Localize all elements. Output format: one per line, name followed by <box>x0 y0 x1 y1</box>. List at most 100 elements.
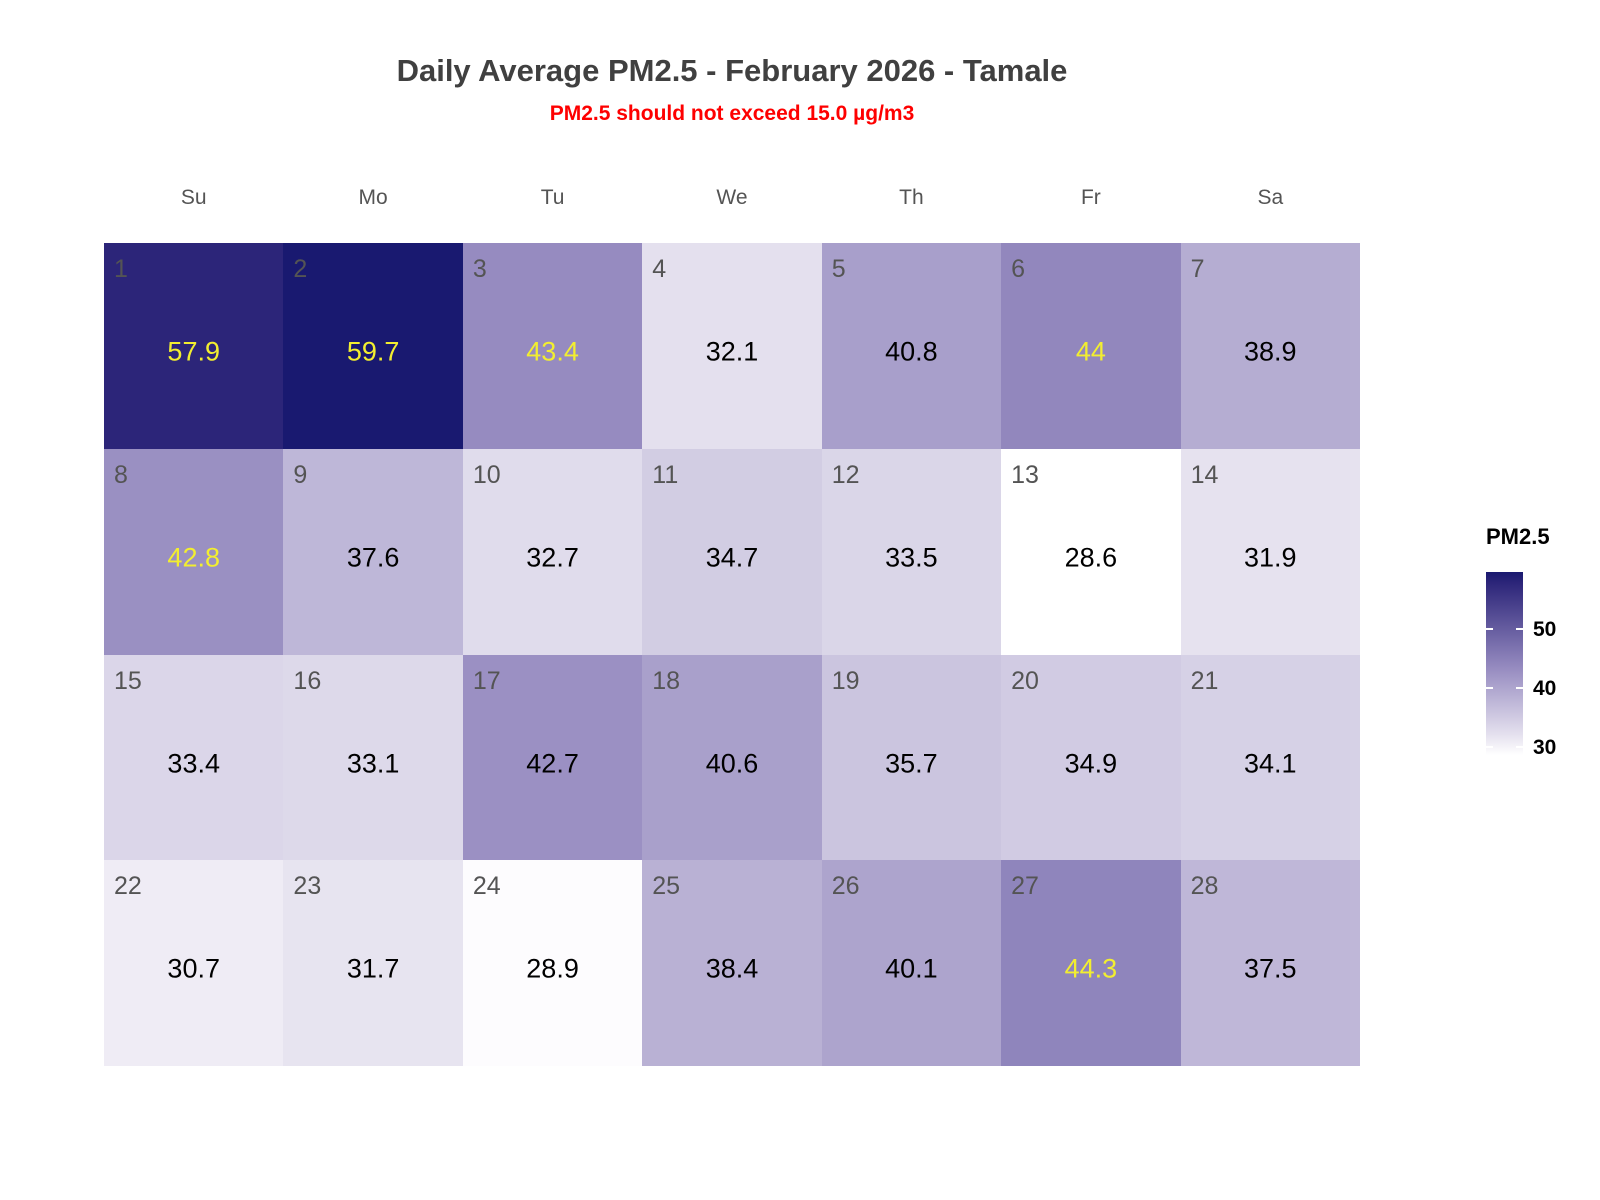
day-number: 6 <box>1011 255 1026 283</box>
day-number: 25 <box>652 872 681 901</box>
day-number: 17 <box>472 666 501 695</box>
pm25-value: 34.9 <box>1064 748 1118 779</box>
day-number: 4 <box>652 255 667 283</box>
calendar-cell-day-25: 25 38.4 <box>642 860 822 1066</box>
pm25-value: 34.1 <box>1244 748 1297 779</box>
pm25-value: 38.9 <box>1244 336 1297 367</box>
calendar-cell-day-8: 8 42.8 <box>104 448 284 655</box>
calendar-cell-day-3: 3 43.4 <box>462 243 643 449</box>
pm25-value: 33.5 <box>885 542 938 573</box>
legend-title: PM2.5 <box>1486 524 1550 549</box>
day-number: 19 <box>831 666 860 695</box>
pm25-value: 32.1 <box>705 336 759 367</box>
day-number: 11 <box>652 460 679 489</box>
calendar-cell-day-21: 21 34.1 <box>1180 654 1360 861</box>
day-number: 5 <box>831 255 846 283</box>
day-number: 10 <box>472 460 501 489</box>
pm25-value: 44 <box>1075 336 1106 367</box>
day-number: 2 <box>293 255 308 283</box>
pm25-value: 37.5 <box>1244 953 1297 984</box>
legend-tick-label-50: 50 <box>1533 618 1557 642</box>
pm25-value: 43.4 <box>526 336 579 367</box>
calendar-cell-day-7: 7 38.9 <box>1180 243 1360 449</box>
pm25-value: 57.9 <box>167 336 220 367</box>
calendar-cell-day-18: 18 40.6 <box>642 654 822 861</box>
day-number: 1 <box>114 255 128 283</box>
calendar-cell-day-23: 23 31.7 <box>283 860 463 1066</box>
pm25-value: 33.1 <box>346 748 400 779</box>
colorbar-legend: PM2.5 50 40 30 <box>1484 524 1600 774</box>
day-number: 23 <box>293 872 322 901</box>
weekday-label-we: We <box>716 186 748 209</box>
day-number: 28 <box>1190 872 1219 901</box>
day-number: 15 <box>114 666 142 695</box>
chart-title: Daily Average PM2.5 - February 2026 - Ta… <box>396 53 1068 88</box>
pm25-value: 42.8 <box>167 542 220 573</box>
calendar-cell-day-20: 20 34.9 <box>1001 654 1181 861</box>
legend-tick-mark <box>1486 686 1493 689</box>
legend-tick-mark <box>1516 628 1523 631</box>
weekday-label-tu: Tu <box>540 186 565 209</box>
day-number: 20 <box>1011 666 1039 695</box>
legend-tick-label-30: 30 <box>1533 735 1557 759</box>
pm25-value: 40.8 <box>885 336 938 367</box>
calendar-cell-day-13: 13 28.6 <box>1001 448 1181 655</box>
pm25-value: 31.9 <box>1244 542 1297 573</box>
pm25-value: 28.9 <box>526 953 579 984</box>
day-number: 16 <box>293 666 322 695</box>
legend-gradient-bar <box>1486 572 1523 755</box>
pm25-value: 37.6 <box>346 542 400 573</box>
pm25-value: 38.4 <box>705 953 759 984</box>
calendar-cell-day-1: 1 57.9 <box>104 243 284 449</box>
calendar-cell-day-14: 14 31.9 <box>1180 448 1360 655</box>
calendar-cell-day-5: 5 40.8 <box>821 243 1002 449</box>
day-number: 8 <box>114 460 128 489</box>
calendar-cell-day-19: 19 35.7 <box>821 654 1002 861</box>
day-number: 24 <box>472 872 501 901</box>
calendar-cell-day-27: 27 44.3 <box>1001 860 1181 1066</box>
calendar-cell-day-6: 6 44 <box>1001 243 1181 449</box>
pm25-value: 31.7 <box>346 953 400 984</box>
pm25-value: 40.6 <box>705 748 759 779</box>
calendar-cell-day-22: 22 30.7 <box>104 860 284 1066</box>
pm25-value: 30.7 <box>167 953 220 984</box>
pm25-value: 33.4 <box>167 748 220 779</box>
calendar-cell-day-9: 9 37.6 <box>283 448 463 655</box>
day-number: 18 <box>652 666 681 695</box>
pm25-value: 44.3 <box>1064 953 1118 984</box>
calendar-cell-day-4: 4 32.1 <box>642 243 822 449</box>
day-number: 22 <box>114 872 142 901</box>
day-number: 9 <box>293 460 308 489</box>
day-number: 26 <box>831 872 860 901</box>
pm25-value: 32.7 <box>526 542 579 573</box>
calendar-cell-day-15: 15 33.4 <box>104 654 284 861</box>
pm25-value: 35.7 <box>885 748 938 779</box>
calendar-cell-day-10: 10 32.7 <box>462 448 643 655</box>
calendar-cell-day-28: 28 37.5 <box>1180 860 1360 1066</box>
weekday-label-fr: Fr <box>1080 186 1101 209</box>
weekday-label-sa: Sa <box>1257 186 1284 209</box>
weekday-label-mo: Mo <box>358 186 388 209</box>
pm25-value: 28.6 <box>1064 542 1118 573</box>
day-number: 13 <box>1011 460 1039 489</box>
day-number: 3 <box>472 255 487 283</box>
calendar-cell-day-26: 26 40.1 <box>821 860 1002 1066</box>
day-number: 7 <box>1190 255 1205 283</box>
pm25-value: 34.7 <box>705 542 759 573</box>
legend-tick-mark <box>1486 745 1493 748</box>
legend-tick-mark <box>1516 686 1523 689</box>
day-number: 14 <box>1190 460 1219 489</box>
calendar-cell-day-2: 2 59.7 <box>283 243 463 449</box>
calendar-cell-day-17: 17 42.7 <box>462 654 643 861</box>
day-number: 27 <box>1011 872 1039 901</box>
weekday-label-su: Su <box>180 186 207 209</box>
weekday-header-row: Su Mo Tu We Th Fr Sa <box>104 186 1360 210</box>
chart-subtitle: PM2.5 should not exceed 15.0 µg/m3 <box>549 102 915 125</box>
pm25-value: 42.7 <box>526 748 579 779</box>
pm25-value: 40.1 <box>885 953 938 984</box>
legend-tick-mark <box>1486 628 1493 631</box>
pm25-value: 59.7 <box>346 336 400 367</box>
calendar-cell-day-16: 16 33.1 <box>283 654 463 861</box>
legend-tick-mark <box>1516 745 1523 748</box>
calendar-cell-day-24: 24 28.9 <box>462 860 643 1066</box>
